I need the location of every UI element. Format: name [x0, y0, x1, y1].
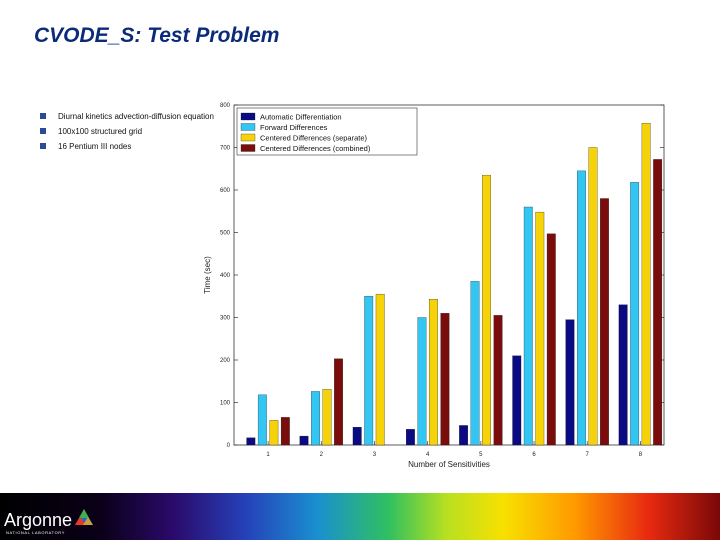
footer-band — [0, 493, 720, 540]
legend-swatch — [240, 144, 256, 152]
y-tick-label: 300 — [220, 316, 231, 322]
bar-forward-differences — [417, 317, 427, 446]
bar-centered-differences-separate — [375, 293, 385, 446]
bar-forward-differences — [364, 296, 374, 446]
bar-automatic-differentiation — [246, 437, 256, 446]
bar-forward-differences — [630, 182, 640, 446]
bar-centered-differences-combined — [280, 417, 290, 446]
argonne-logo: Argonne NATIONAL LABORATORY — [4, 509, 93, 535]
y-tick-label: 700 — [220, 146, 231, 152]
y-tick-label: 500 — [220, 231, 231, 237]
bullet-square-icon — [40, 113, 46, 119]
y-tick-label: 800 — [220, 103, 231, 109]
bar-chart: 0 100 200 300 400 500 600 700 800 1 2 3 4 5 6 7 8 Number … — [203, 103, 665, 469]
bar-forward-differences — [311, 391, 320, 446]
bar-centered-differences-combined — [546, 233, 556, 446]
legend-swatch — [240, 112, 256, 121]
bullet-item: 100x100 structured grid — [40, 127, 220, 137]
bar-forward-differences — [523, 206, 533, 446]
bullet-item: 16 Pentium III nodes — [40, 142, 220, 152]
bar-centered-differences-combined — [440, 313, 450, 446]
x-axis-label: Number of Sensitivities — [408, 460, 490, 469]
bar-centered-differences-separate — [641, 123, 651, 446]
y-axis-label: Time (sec) — [203, 256, 212, 294]
bar-centered-differences-separate — [535, 211, 545, 446]
bar-forward-differences — [577, 170, 586, 446]
bar-centered-differences-separate — [322, 389, 332, 446]
bar-automatic-differentiation — [565, 319, 575, 446]
x-tick-label: 8 — [639, 452, 643, 458]
legend-label: Centered Differences (combined) — [260, 144, 371, 153]
bar-automatic-differentiation — [618, 304, 628, 446]
bar-centered-differences-separate — [428, 299, 438, 446]
legend-label: Automatic Differentiation — [260, 113, 342, 122]
x-tick-label: 2 — [320, 452, 324, 458]
bar-centered-differences-combined — [653, 159, 663, 446]
bar-automatic-differentiation — [405, 429, 415, 446]
y-tick-label: 100 — [220, 401, 231, 407]
slide-title: CVODE_S: Test Problem — [34, 24, 280, 47]
bar-centered-differences-combined — [600, 198, 609, 446]
y-tick-label: 400 — [220, 273, 231, 279]
bar-centered-differences-combined — [493, 315, 503, 446]
bullet-item: Diurnal kinetics advection-diffusion equ… — [40, 112, 220, 122]
bar-centered-differences-separate — [482, 174, 491, 446]
bar-centered-differences-combined — [334, 358, 343, 446]
legend-swatch — [240, 133, 256, 142]
legend-swatch — [240, 123, 256, 131]
x-tick-label: 5 — [479, 452, 483, 458]
bar-automatic-differentiation — [352, 426, 362, 446]
bullet-square-icon — [40, 143, 46, 149]
bullet-square-icon — [40, 128, 46, 134]
bar-centered-differences-separate — [269, 420, 279, 446]
bar-centered-differences-separate — [588, 147, 598, 446]
legend-label: Forward Differences — [260, 123, 328, 132]
x-tick-label: 3 — [373, 452, 377, 458]
bar-forward-differences — [470, 281, 480, 446]
bullet-text: 100x100 structured grid — [58, 127, 143, 136]
y-tick-label: 200 — [220, 358, 231, 364]
legend-box — [236, 107, 418, 156]
y-tick-label: 0 — [227, 443, 231, 449]
y-tick-label: 600 — [220, 188, 231, 194]
bullet-text: 16 Pentium III nodes — [58, 142, 132, 151]
bullet-list: Diurnal kinetics advection-diffusion equ… — [40, 112, 220, 157]
logo-subtext: NATIONAL LABORATORY — [6, 530, 65, 535]
legend-label: Centered Differences (separate) — [260, 134, 368, 143]
x-tick-label: 1 — [266, 452, 270, 458]
bar-automatic-differentiation — [299, 435, 309, 446]
bullet-text: Diurnal kinetics advection-diffusion equ… — [58, 112, 214, 121]
logo-triangle-icon — [75, 509, 93, 525]
bar-automatic-differentiation — [459, 425, 468, 446]
x-tick-label: 6 — [532, 452, 536, 458]
x-tick-label: 7 — [586, 452, 590, 458]
bar-automatic-differentiation — [512, 355, 522, 446]
logo-text: Argonne — [4, 510, 72, 530]
bar-forward-differences — [257, 394, 267, 446]
x-tick-label: 4 — [426, 452, 430, 458]
